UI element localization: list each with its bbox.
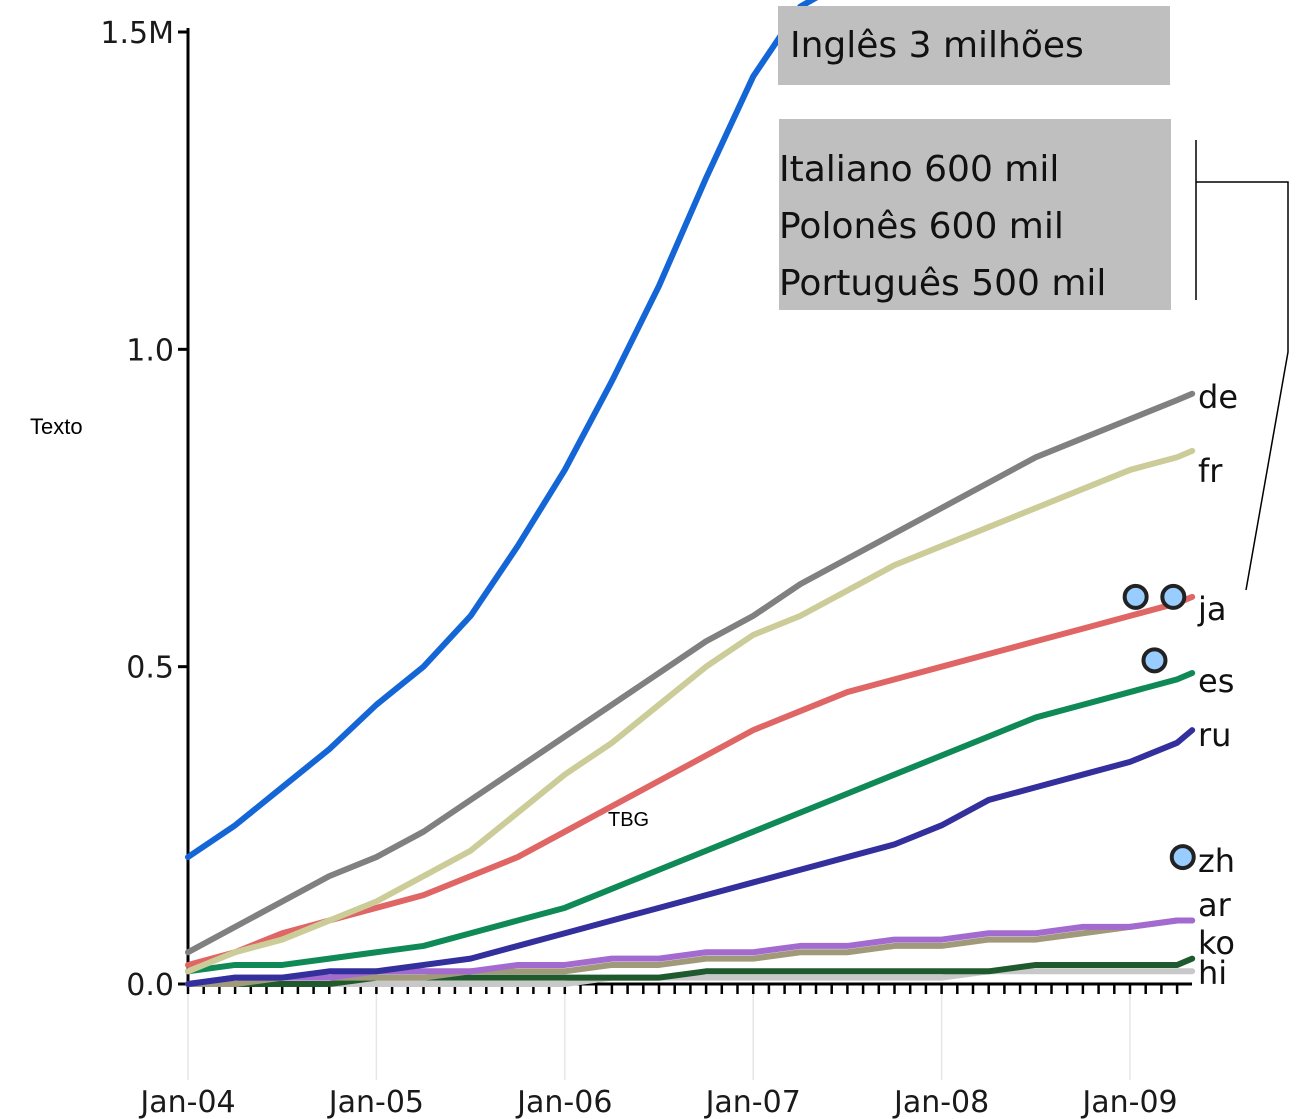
x-tick-label: Jan-07: [704, 1085, 801, 1119]
x-tick-label: Jan-05: [327, 1085, 424, 1119]
highlight-marker: [1160, 583, 1187, 610]
end-label-hi: hi: [1198, 954, 1227, 992]
series-lines: [185, 0, 1196, 987]
note-line-italian: Italiano 600 mil: [779, 149, 1060, 190]
end-label-ru: ru: [1198, 716, 1231, 754]
end-label-es: es: [1198, 662, 1234, 700]
highlight-marker: [1141, 647, 1168, 674]
series-line-ru: [185, 727, 1196, 987]
note-line-portuguese: Português 500 mil: [779, 263, 1107, 304]
end-label-ja: ja: [1197, 590, 1227, 628]
series-line-ja: [185, 593, 1196, 968]
x-gridlines: [187, 994, 1131, 1080]
note-line-polish: Polonês 600 mil: [779, 206, 1064, 247]
y-tick-label: 0.0: [126, 968, 174, 1003]
y-tick-label: 0.5: [126, 651, 174, 686]
end-label-zh: zh: [1198, 842, 1235, 880]
highlight-marker: [1169, 844, 1196, 871]
x-tick-label: Jan-04: [138, 1085, 235, 1119]
series-line-fr: [185, 447, 1196, 975]
series-line-ar: [185, 917, 1196, 987]
series-line-hi: [185, 968, 1196, 987]
x-tick-label: Jan-09: [1080, 1085, 1177, 1119]
highlight-marker: [1122, 583, 1149, 610]
english-note-text: Inglês 3 milhões: [790, 25, 1084, 66]
end-label-de: de: [1198, 378, 1238, 416]
y-tick-label: 1.5M: [100, 16, 174, 51]
series-line-es: [185, 670, 1196, 975]
series-line-en: [185, 0, 819, 861]
english-note-box: Inglês 3 milhões: [778, 6, 1170, 85]
bracket-leader: [1196, 181, 1289, 591]
x-tick-label: Jan-06: [515, 1085, 612, 1119]
tbg-annotation: TBG: [608, 809, 649, 831]
series-line-de: [185, 390, 1196, 956]
end-label-ar: ar: [1198, 886, 1232, 924]
languages-note-box: Italiano 600 mil Polonês 600 mil Portugu…: [779, 119, 1171, 310]
end-label-ko: ko: [1198, 924, 1235, 962]
highlight-markers: [1122, 583, 1196, 871]
y-axis-label: Texto: [30, 414, 83, 439]
end-label-fr: fr: [1198, 452, 1223, 490]
x-tick-label: Jan-08: [892, 1085, 989, 1119]
axes: Jan-04 Jan-05 Jan-06 Jan-07 Jan-08 Jan-09 0.0 0…: [100, 16, 1192, 1119]
y-tick-label: 1.0: [126, 333, 174, 368]
